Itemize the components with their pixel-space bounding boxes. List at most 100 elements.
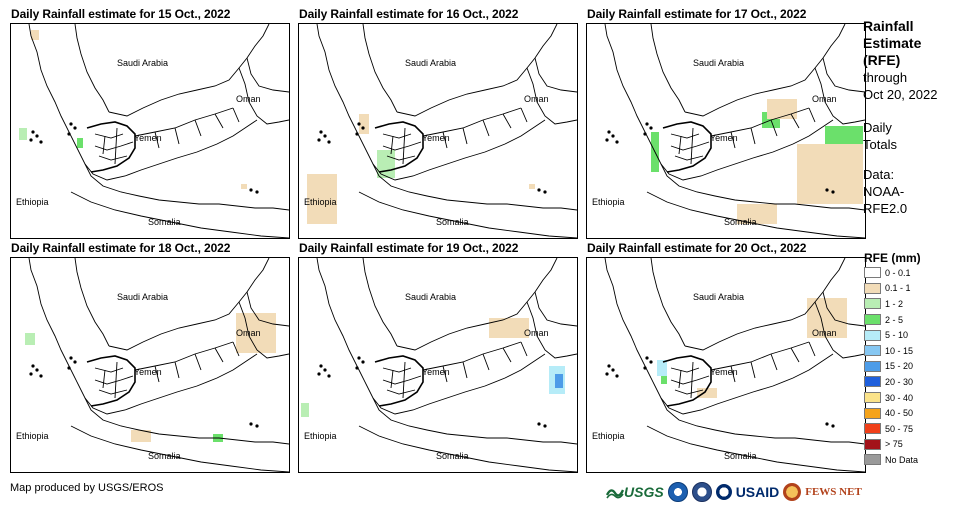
legend-label: 2 - 5 bbox=[885, 314, 904, 325]
legend-item: 1 - 2 bbox=[864, 296, 964, 312]
border-line bbox=[214, 113, 224, 129]
island-marker bbox=[615, 374, 619, 378]
map-svg bbox=[25, 258, 289, 472]
island-marker bbox=[543, 424, 547, 428]
label-oman: Oman bbox=[524, 328, 549, 338]
legend-label: > 75 bbox=[885, 439, 903, 450]
island-marker bbox=[39, 140, 43, 144]
border-line bbox=[114, 127, 118, 165]
map-frame: Saudi Arabia Oman Yemen Ethiopia Somalia bbox=[586, 257, 866, 473]
border-line bbox=[194, 119, 202, 137]
island-marker bbox=[831, 424, 835, 428]
border-line bbox=[770, 119, 778, 137]
legend-label: 40 - 50 bbox=[885, 408, 914, 419]
border-line bbox=[790, 113, 800, 129]
border-line bbox=[386, 389, 416, 395]
label-somalia: Somalia bbox=[436, 217, 469, 227]
border-line bbox=[362, 24, 398, 113]
border-line bbox=[74, 24, 110, 113]
rain-area bbox=[131, 430, 151, 442]
fews-net-logo-text: FEWS NET bbox=[805, 486, 862, 498]
border-line bbox=[108, 258, 270, 351]
border-line bbox=[396, 258, 558, 351]
dos-seal-icon bbox=[691, 482, 712, 502]
legend-swatch bbox=[864, 282, 881, 294]
label-oman: Oman bbox=[524, 94, 549, 104]
border-line bbox=[662, 121, 712, 173]
island-marker bbox=[831, 190, 835, 194]
legend-item: > 75 bbox=[864, 437, 964, 453]
island-marker bbox=[249, 422, 253, 426]
label-saudi-arabia: Saudi Arabia bbox=[117, 58, 169, 68]
island-marker bbox=[317, 138, 321, 142]
island-marker bbox=[69, 122, 73, 126]
border-line bbox=[390, 369, 394, 389]
border-line bbox=[174, 361, 180, 379]
border-line bbox=[684, 24, 846, 117]
map-panel-6: Daily Rainfall estimate for 20 Oct., 202… bbox=[586, 241, 866, 473]
map-panel-4: Daily Rainfall estimate for 18 Oct., 202… bbox=[10, 241, 290, 473]
rain-area bbox=[359, 114, 369, 134]
legend-swatch bbox=[864, 267, 881, 279]
label-yemen: Yemen bbox=[422, 367, 450, 377]
legend-rows: 0 - 0.1 0.1 - 1 1 - 2 2 - 5 5 - 10 10 - 15 15 … bbox=[864, 265, 964, 468]
legend-label: 5 - 10 bbox=[885, 330, 909, 341]
border-line bbox=[232, 341, 240, 357]
label-ethiopia: Ethiopia bbox=[16, 197, 49, 207]
usgs-wave-icon bbox=[606, 489, 624, 499]
legend-item: 10 - 15 bbox=[864, 343, 964, 359]
legend-swatch bbox=[864, 407, 881, 419]
border-line bbox=[660, 353, 834, 415]
legend-item: 0 - 0.1 bbox=[864, 265, 964, 281]
border-line bbox=[710, 107, 810, 137]
border-line bbox=[604, 24, 865, 211]
legend-swatch bbox=[864, 423, 881, 435]
label-ethiopia: Ethiopia bbox=[592, 197, 625, 207]
usaid-logo-text: USAID bbox=[735, 484, 780, 500]
border-line bbox=[362, 258, 398, 347]
rain-area bbox=[25, 333, 35, 345]
rain-area bbox=[657, 360, 667, 376]
border-line bbox=[70, 425, 289, 472]
usgs-logo: USGS bbox=[606, 484, 664, 500]
island-marker bbox=[67, 366, 71, 370]
label-saudi-arabia: Saudi Arabia bbox=[405, 292, 457, 302]
rain-area bbox=[489, 318, 529, 338]
panel-title: Daily Rainfall estimate for 20 Oct., 202… bbox=[587, 241, 807, 255]
border-line bbox=[98, 155, 128, 161]
label-yemen: Yemen bbox=[422, 133, 450, 143]
border-line bbox=[84, 119, 258, 181]
panel-title: Daily Rainfall estimate for 17 Oct., 202… bbox=[587, 7, 807, 21]
island-marker bbox=[255, 424, 259, 428]
border-line bbox=[670, 367, 700, 373]
rain-area bbox=[555, 374, 563, 388]
map-credit: Map produced by USGS/EROS bbox=[10, 482, 164, 494]
border-line bbox=[94, 367, 124, 373]
island-marker bbox=[611, 368, 615, 372]
legend-swatch bbox=[864, 298, 881, 310]
legend-item: 20 - 30 bbox=[864, 374, 964, 390]
border-line bbox=[662, 355, 712, 407]
border-line bbox=[750, 361, 756, 379]
island-marker bbox=[31, 364, 35, 368]
border-line bbox=[770, 353, 778, 371]
island-marker bbox=[319, 130, 323, 134]
island-marker bbox=[39, 374, 43, 378]
island-marker bbox=[327, 374, 331, 378]
legend-title: RFE (mm) bbox=[864, 251, 921, 265]
border-line bbox=[154, 365, 160, 383]
rain-area bbox=[31, 30, 39, 40]
map-panel-1: Daily Rainfall estimate for 15 Oct., 202… bbox=[10, 7, 290, 239]
sidebar-data-source-1: NOAA- bbox=[863, 184, 905, 199]
island-marker bbox=[605, 372, 609, 376]
border-line bbox=[822, 291, 865, 327]
label-ethiopia: Ethiopia bbox=[592, 431, 625, 441]
label-oman: Oman bbox=[812, 94, 837, 104]
border-line bbox=[678, 135, 682, 155]
label-yemen: Yemen bbox=[710, 367, 738, 377]
border-line bbox=[482, 119, 490, 137]
border-line bbox=[94, 133, 124, 139]
island-marker bbox=[249, 188, 253, 192]
island-marker bbox=[35, 134, 39, 138]
island-marker bbox=[611, 134, 615, 138]
